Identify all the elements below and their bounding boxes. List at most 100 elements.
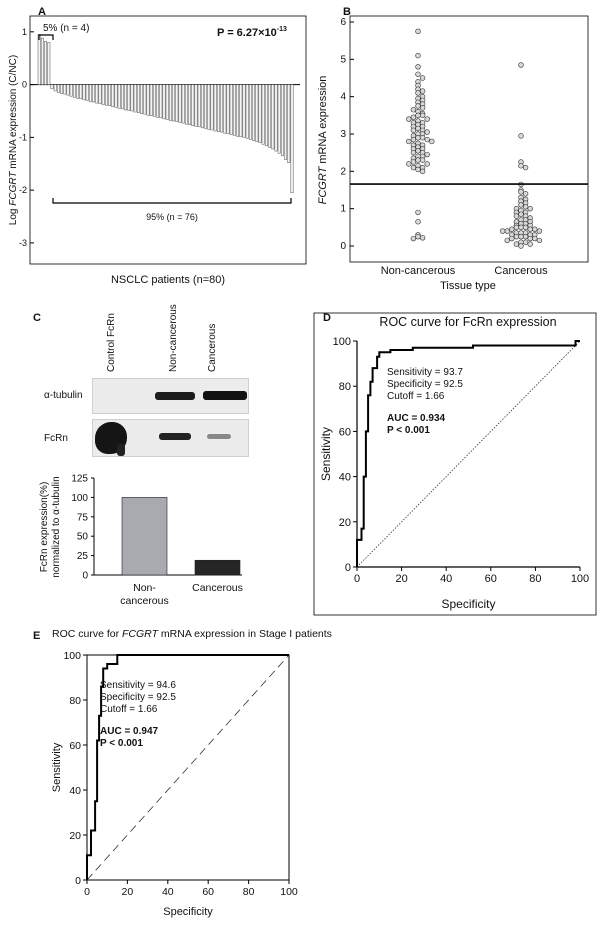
panel-a-bar xyxy=(261,84,265,145)
panel-a-bar xyxy=(133,84,137,113)
panel-a-bar xyxy=(178,84,182,123)
panel-c-bar xyxy=(121,497,168,576)
panel-a-bar xyxy=(124,84,128,111)
panel-e-x-tick-label: 20 xyxy=(122,886,134,898)
panel-a-pvalue: P = 6.27×10-13 xyxy=(217,26,287,39)
panel-a-bar xyxy=(76,84,80,99)
panel-b-x-tick-label: Non-cancerous xyxy=(381,265,456,277)
panel-d-y-tick-label: 0 xyxy=(345,562,351,574)
panel-c-y-label-line1: FcRn expression(%) xyxy=(39,482,50,573)
panel-b-point xyxy=(410,235,417,242)
panel-d-letter: D xyxy=(323,312,331,324)
panel-b-y-tick-label: 6 xyxy=(340,17,346,28)
panel-a-bar xyxy=(127,84,131,111)
panel-b-point xyxy=(522,204,529,210)
panel-b-point xyxy=(419,105,426,111)
panel-a-bar xyxy=(284,84,288,160)
panel-a-bar xyxy=(130,84,134,112)
panel-b-point xyxy=(532,235,538,242)
panel-b-point xyxy=(522,224,529,231)
panel-a-bar xyxy=(114,84,118,108)
panel-d-reference-line xyxy=(356,340,581,568)
panel-a-bar xyxy=(140,84,144,114)
panel-b-point xyxy=(499,228,506,234)
panel-a-bar xyxy=(280,84,284,157)
panel-c-x-tick-label: cancerous xyxy=(120,595,168,607)
panel-b-point xyxy=(424,151,430,158)
panel-b-point xyxy=(415,52,421,59)
panel-b-point xyxy=(419,235,426,241)
panel-a-bar xyxy=(143,84,147,115)
panel-a-bar xyxy=(92,84,96,103)
panel-b-point xyxy=(410,159,417,165)
panel-b-point xyxy=(415,103,421,109)
panel-a-bar xyxy=(152,84,156,117)
panel-a-bar xyxy=(277,84,281,154)
panel-e-x-tick-label: 0 xyxy=(84,886,90,898)
panel-a-bar xyxy=(159,84,163,119)
panel-b-point xyxy=(513,213,520,219)
panel-a-bar xyxy=(56,84,60,93)
panel-a-bar xyxy=(252,84,256,141)
panel-d-x-label: Specificity xyxy=(441,597,495,611)
panel-a-bar xyxy=(72,84,76,98)
panel-e-y-tick-label: 60 xyxy=(69,740,81,752)
panel-b-point xyxy=(424,136,430,143)
panel-a-bar xyxy=(274,84,278,152)
panel-b-point xyxy=(518,133,524,139)
panel-e-x-tick-label: 100 xyxy=(280,886,298,898)
panel-d-annotation: Sensitivity = 93.7 xyxy=(387,367,463,378)
panel-a-y-tick-label: -3 xyxy=(19,238,27,248)
panel-a-bar xyxy=(175,84,179,122)
panel-b-point xyxy=(504,237,510,244)
panel-a-bar xyxy=(172,84,176,122)
panel-a-bar xyxy=(111,84,115,108)
panel-e-x-tick-label: 60 xyxy=(202,886,214,898)
panel-a-bar xyxy=(207,84,211,130)
panel-b-point xyxy=(419,157,426,163)
panel-a-bar xyxy=(79,84,83,100)
panel-e-letter: E xyxy=(33,630,41,642)
panel-b-point xyxy=(419,112,426,119)
panel-a-bar xyxy=(165,84,169,120)
panel-c-bar xyxy=(194,559,241,576)
panel-a-y-label: Log FCGRT mRNA expression (C/NC) xyxy=(8,55,19,225)
panel-b-point xyxy=(518,202,524,208)
panel-a-bar xyxy=(69,84,73,97)
panel-d-roc-curve xyxy=(356,340,580,567)
panel-e-y-tick-label: 100 xyxy=(63,650,81,662)
panel-a-bar xyxy=(242,84,246,138)
panel-a-bar xyxy=(149,84,153,116)
panel-b-point xyxy=(532,226,538,232)
panel-a-bar xyxy=(120,84,124,110)
panel-d-x-tick-label: 60 xyxy=(485,573,497,585)
panel-a-bar xyxy=(44,41,48,85)
panel-d-y-tick-label: 40 xyxy=(339,472,351,484)
panel-c-row-label: FcRn xyxy=(44,433,68,444)
panel-b-y-tick-label: 1 xyxy=(340,204,346,215)
panel-b-point xyxy=(518,62,524,68)
panel-a-bar xyxy=(108,84,112,106)
panel-b-point xyxy=(415,125,421,132)
panel-d-y-tick-label: 20 xyxy=(339,517,351,529)
panel-b-point xyxy=(509,235,515,242)
panel-b-point xyxy=(518,211,524,217)
panel-a-y-tick-label: 0 xyxy=(22,80,27,90)
panel-a-y-tick-label: -1 xyxy=(19,132,27,142)
panel-b-point xyxy=(415,209,421,216)
panel-e-annotation: AUC = 0.947 xyxy=(100,726,159,737)
panel-a-bar xyxy=(88,84,92,102)
panel-a-bar xyxy=(181,84,185,124)
panel-d-y-tick-label: 80 xyxy=(339,381,351,393)
panel-a-bar xyxy=(104,84,108,106)
panel-c-y-axis: 0 25 50 75 100 125 xyxy=(71,474,242,582)
panel-b-point xyxy=(513,224,520,231)
panel-b-point xyxy=(527,241,533,247)
panel-a-bar xyxy=(229,84,233,135)
panel-a-bar xyxy=(255,84,259,142)
panel-b-point xyxy=(406,116,412,122)
panel-a-bar xyxy=(85,84,89,101)
panel-a-bar xyxy=(248,84,252,140)
